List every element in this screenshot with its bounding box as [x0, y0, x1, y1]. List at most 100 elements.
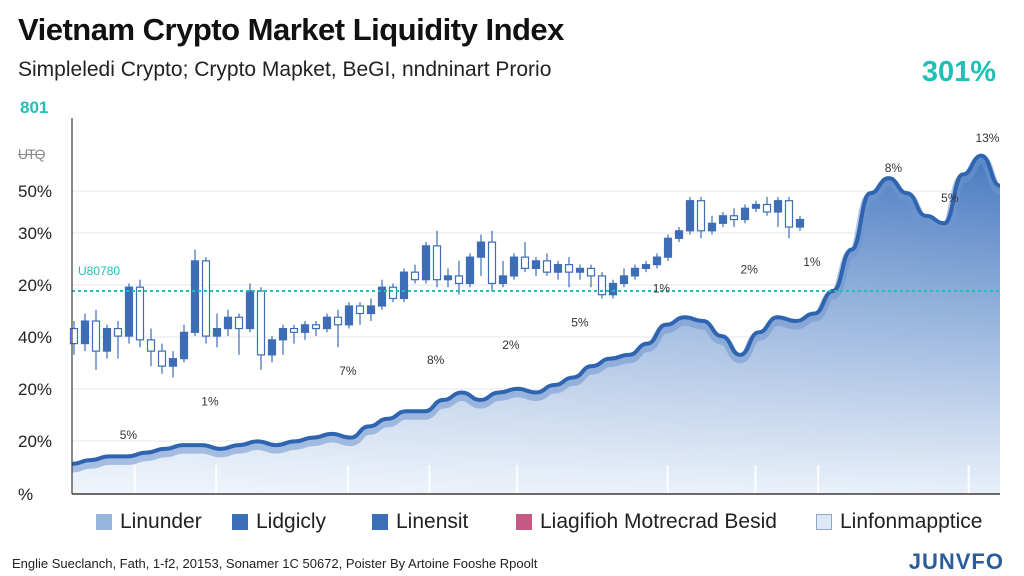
candle — [729, 208, 739, 228]
candle — [421, 242, 431, 284]
candle — [685, 196, 695, 235]
candle — [146, 328, 156, 367]
legend-item[interactable]: Lidgicly — [232, 510, 326, 534]
candle — [322, 313, 332, 333]
candle-body — [245, 290, 255, 330]
legend-label: Linensit — [396, 510, 469, 533]
candle — [696, 196, 706, 239]
chart-subtitle: Simpleledi Crypto; Crypto Mapket, BeGI, … — [18, 58, 552, 81]
candle — [674, 227, 684, 243]
candle — [773, 196, 783, 228]
candle — [234, 313, 244, 355]
candle — [652, 253, 662, 269]
candle — [124, 283, 134, 344]
legend-label: Lidgicly — [256, 510, 327, 533]
candle — [80, 313, 90, 352]
candle — [564, 257, 574, 288]
candle-body — [740, 207, 750, 221]
annotation-label: 7% — [339, 364, 357, 378]
legend-item[interactable]: Linfonmapptice — [816, 510, 982, 534]
candle-body — [718, 215, 728, 224]
chart-title: Vietnam Crypto Market Liquidity Index — [18, 12, 564, 47]
candle — [256, 287, 266, 370]
y-tick-label: % — [18, 485, 33, 504]
candle — [135, 279, 145, 348]
footer-credits: Englie Sueclanch, Fath, 1-f2, 20153, Son… — [12, 556, 538, 571]
candle — [663, 234, 673, 261]
candle — [91, 309, 101, 370]
candle-body — [135, 286, 145, 341]
candle — [289, 324, 299, 344]
reference-label: U80780 — [78, 264, 120, 278]
candle — [432, 230, 442, 288]
candle — [487, 230, 497, 291]
legend-item[interactable]: Liagifioh Motrecrad Besid — [516, 510, 777, 534]
candle-body — [289, 327, 299, 333]
candle — [223, 309, 233, 337]
candle-body — [542, 260, 552, 273]
candle — [410, 264, 420, 284]
candle-body — [355, 305, 365, 315]
candle-body — [696, 200, 706, 232]
square-swatch-icon — [816, 514, 832, 530]
candle-body — [366, 305, 376, 315]
candle-body — [322, 316, 332, 330]
candle-body — [531, 260, 541, 270]
candle-body — [300, 324, 310, 333]
annotation-label: 1% — [653, 281, 671, 295]
candle-body — [476, 241, 486, 258]
candle-body — [432, 245, 442, 281]
candle — [542, 253, 552, 276]
candle — [520, 242, 530, 273]
area-line — [71, 153, 1001, 466]
candle-body — [564, 264, 574, 273]
candle — [399, 268, 409, 303]
candle-body — [113, 327, 123, 337]
candle — [707, 215, 717, 235]
candle-body — [597, 275, 607, 296]
candle-body — [685, 200, 695, 232]
annotation-label: 13% — [975, 131, 999, 145]
legend-item[interactable]: Linunder — [96, 510, 202, 534]
y-tick-label: 40% — [18, 328, 52, 347]
candle-body — [652, 256, 662, 266]
candle-body — [234, 316, 244, 330]
candle — [553, 260, 563, 280]
candle — [190, 249, 200, 337]
candle — [597, 272, 607, 299]
candle-body — [69, 327, 79, 345]
candle-body — [212, 327, 222, 337]
candle — [344, 302, 354, 329]
candle-body — [784, 200, 794, 228]
candle — [102, 324, 112, 359]
legend-item[interactable]: Linensit — [372, 510, 468, 534]
candle-body — [465, 256, 475, 285]
annotation-label: 2% — [741, 263, 759, 277]
headline-value: 301% — [921, 56, 996, 88]
candle — [498, 260, 508, 288]
candle-body — [729, 215, 739, 221]
candle-body — [410, 271, 420, 281]
candle — [795, 215, 805, 231]
candle-body — [751, 203, 761, 209]
annotation-label: 5% — [941, 191, 959, 205]
square-swatch-icon — [516, 514, 532, 530]
y-tick-label: 30% — [18, 224, 52, 243]
candle-body — [388, 286, 398, 300]
candle-body — [179, 331, 189, 360]
candle-body — [762, 203, 772, 213]
candle — [69, 321, 79, 355]
square-swatch-icon — [96, 514, 112, 530]
candle — [212, 313, 222, 348]
square-swatch-icon — [232, 514, 248, 530]
candle — [333, 309, 343, 348]
candle-body — [267, 339, 277, 356]
candle — [608, 279, 618, 299]
candle — [113, 321, 123, 359]
candle — [630, 264, 640, 280]
candle-body — [663, 237, 673, 258]
candle — [509, 253, 519, 280]
y-tick-label: 20% — [18, 432, 52, 451]
candle-body — [454, 275, 464, 285]
